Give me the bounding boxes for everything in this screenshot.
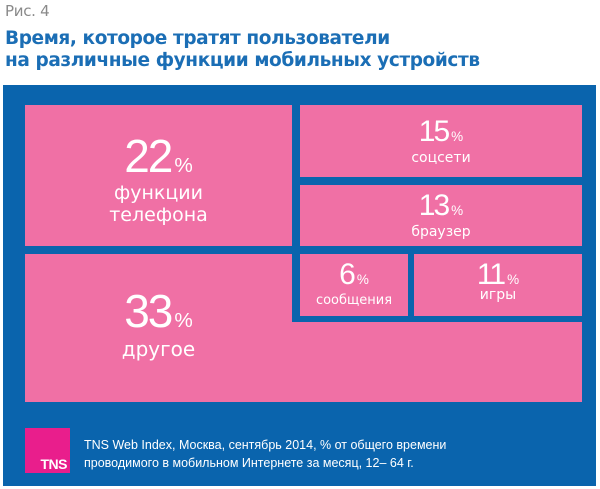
label-phone-line-2: телефона (109, 204, 208, 226)
source-note: TNS Web Index, Москва, сентябрь 2014, % … (84, 436, 446, 472)
figure-label: Рис. 4 (5, 2, 50, 20)
label-other: другое (121, 337, 196, 361)
source-line-1: TNS Web Index, Москва, сентябрь 2014, % … (84, 438, 447, 452)
value-browser: 13% (300, 189, 582, 223)
value-other-number: 33 (124, 285, 173, 337)
tile-games: 11% игры (414, 254, 582, 316)
value-phone-percent: % (174, 154, 193, 177)
label-social: соцсети (411, 150, 471, 166)
tns-logo: TNS (25, 428, 70, 473)
value-games-percent: % (507, 272, 520, 287)
value-messages-percent: % (356, 272, 369, 287)
value-messages-number: 6 (339, 258, 356, 291)
label-phone-line-1: функции (113, 182, 204, 204)
value-games: 11% (414, 258, 582, 292)
title-line-2: на различные функции мобильных устройств (5, 50, 480, 71)
tns-logo-text: TNS (40, 456, 68, 472)
value-phone-number: 22 (124, 130, 173, 182)
tile-phone-functions: 22% функции телефона (25, 105, 292, 246)
value-messages: 6% (300, 258, 408, 292)
label-messages: сообщения (315, 293, 393, 308)
value-social: 15% (300, 115, 582, 149)
value-phone: 22% (25, 129, 292, 183)
label-browser: браузер (411, 224, 471, 240)
value-social-number: 15 (418, 115, 450, 148)
label-games: игры (479, 287, 517, 303)
value-other-percent: % (174, 309, 193, 332)
tile-browser: 13% браузер (300, 185, 582, 246)
value-other: 33% (0, 284, 582, 338)
tile-messages: 6% сообщения (300, 254, 408, 316)
title-line-1: Время, которое тратят пользователи (5, 28, 390, 49)
value-social-percent: % (451, 129, 464, 144)
value-games-number: 11 (476, 258, 506, 291)
value-browser-percent: % (451, 203, 464, 218)
source-line-2: проводимого в мобильном Интернете за мес… (84, 456, 414, 470)
chart-title: Время, которое тратят пользователи на ра… (5, 28, 480, 72)
tile-social: 15% соцсети (300, 105, 582, 177)
value-browser-number: 13 (418, 189, 450, 222)
